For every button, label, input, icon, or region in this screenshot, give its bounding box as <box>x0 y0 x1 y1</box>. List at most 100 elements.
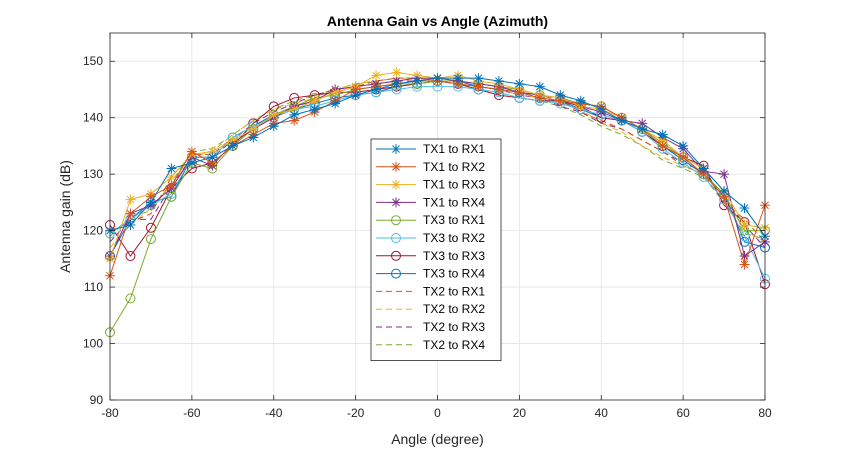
legend-label: TX1 to RX4 <box>423 195 485 209</box>
data-point <box>739 203 750 214</box>
legend-entry: TX1 to RX4 <box>376 195 485 209</box>
y-tick-label: 100 <box>83 337 103 351</box>
data-point <box>371 84 382 95</box>
legend-label: TX3 to RX2 <box>423 231 485 245</box>
data-point <box>391 268 401 279</box>
data-point <box>391 144 401 154</box>
data-point <box>166 171 177 182</box>
chart-title: Antenna Gain vs Angle (Azimuth) <box>327 13 548 29</box>
legend-label: TX1 to RX2 <box>423 160 485 174</box>
data-point <box>657 129 668 140</box>
data-point <box>391 179 401 190</box>
data-point <box>186 157 197 168</box>
data-point <box>678 140 689 151</box>
data-point <box>309 95 320 106</box>
series-line <box>109 86 766 279</box>
data-point <box>371 70 382 81</box>
legend-entry: TX3 to RX3 <box>376 249 485 263</box>
x-tick-label: 60 <box>676 406 690 420</box>
series-line <box>109 77 766 248</box>
data-point <box>534 81 545 92</box>
data-point <box>452 78 463 89</box>
data-point <box>678 152 689 163</box>
data-point <box>330 87 341 98</box>
data-point <box>125 293 136 304</box>
data-point <box>125 208 136 219</box>
data-point <box>432 73 443 84</box>
data-point <box>493 84 504 95</box>
data-point <box>125 251 136 262</box>
y-axis-label: Antenna gain (dB) <box>57 160 73 273</box>
series-tx2-to-rx2 <box>109 77 766 248</box>
data-point <box>125 219 136 230</box>
data-point <box>289 104 300 115</box>
x-axis-label: Angle (degree) <box>391 431 484 447</box>
data-point <box>391 161 401 172</box>
y-tick-label: 90 <box>90 393 104 407</box>
data-point <box>596 104 607 115</box>
legend-entry: TX2 to RX1 <box>376 284 485 298</box>
x-tick-label: 20 <box>513 406 527 420</box>
data-point <box>514 87 525 98</box>
legend-label: TX2 to RX2 <box>423 302 485 316</box>
data-point <box>289 109 300 120</box>
legend-entry: TX1 to RX2 <box>376 160 485 174</box>
legend-entry: TX2 to RX4 <box>376 338 485 352</box>
ticks: -80 -60 -40 -20 0 20 40 60 80 90 100 110 120 130 140 15… <box>83 33 772 420</box>
x-tick-label: -80 <box>101 406 119 420</box>
y-tick-label: 140 <box>83 111 103 125</box>
legend-entry: TX1 to RX1 <box>376 142 485 156</box>
legend-label: TX2 to RX4 <box>423 338 485 352</box>
data-point <box>309 104 320 115</box>
legend-entry: TX3 to RX2 <box>376 231 485 245</box>
x-tick-label: -20 <box>347 406 365 420</box>
legend-label: TX1 to RX3 <box>423 178 485 192</box>
data-point <box>698 163 709 174</box>
series-layer <box>105 67 770 338</box>
data-point <box>412 75 423 86</box>
data-point <box>391 78 402 89</box>
legend-entry: TX2 to RX2 <box>376 302 485 316</box>
legend-label: TX3 to RX1 <box>423 213 485 227</box>
data-point <box>145 197 156 208</box>
data-point <box>391 67 402 78</box>
data-point <box>391 215 401 226</box>
data-point <box>391 197 401 208</box>
data-point <box>473 73 484 84</box>
legend-label: TX2 to RX1 <box>423 284 485 298</box>
data-point <box>186 146 197 157</box>
legend-entry: TX1 to RX3 <box>376 178 485 192</box>
y-tick-label: 150 <box>83 54 103 68</box>
legend-entry: TX3 to RX1 <box>376 213 485 227</box>
data-point <box>248 132 259 143</box>
data-point <box>145 222 156 233</box>
data-point <box>493 75 504 86</box>
legend: TX1 to RX1 TX1 to RX2 TX1 to RX3 TX1 to RX4… <box>370 138 502 362</box>
legend-box <box>370 138 502 362</box>
data-point <box>125 194 136 205</box>
data-point <box>719 169 730 180</box>
data-point <box>637 123 648 134</box>
data-point <box>268 109 279 120</box>
data-point <box>391 250 401 261</box>
legend-entry: TX2 to RX3 <box>376 320 485 334</box>
data-point <box>207 152 218 163</box>
x-tick-label: -40 <box>265 406 283 420</box>
data-point <box>719 186 730 197</box>
data-point <box>514 78 525 89</box>
data-point <box>616 115 627 126</box>
data-point <box>534 92 545 103</box>
data-point <box>166 163 177 174</box>
data-point <box>350 90 361 101</box>
data-point <box>555 90 566 101</box>
data-point <box>391 233 401 243</box>
x-tick-label: 80 <box>758 406 772 420</box>
y-tick-label: 110 <box>84 280 103 294</box>
data-point <box>452 73 463 84</box>
data-point <box>268 121 279 132</box>
y-tick-label: 130 <box>83 167 103 181</box>
data-point <box>473 81 484 92</box>
y-tick-label: 120 <box>83 224 103 238</box>
x-tick-label: 0 <box>434 406 441 420</box>
